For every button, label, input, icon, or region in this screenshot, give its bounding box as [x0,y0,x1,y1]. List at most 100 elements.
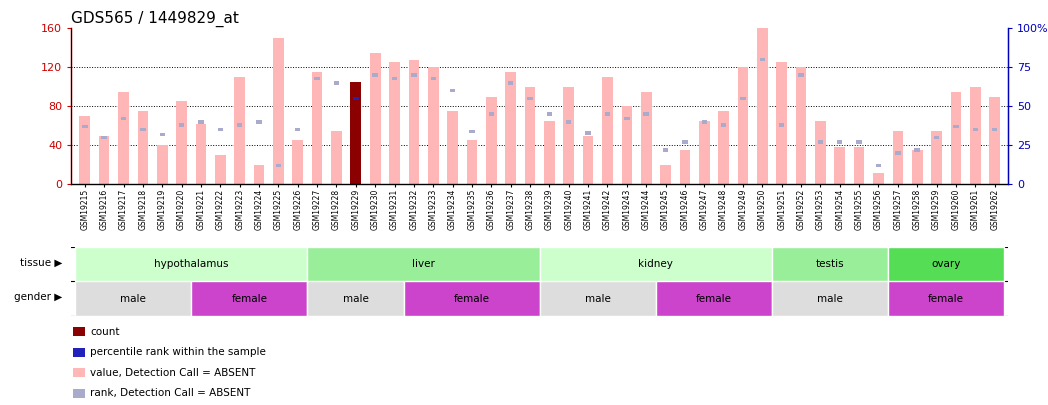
Text: male: male [121,294,146,304]
Bar [951,92,961,184]
Bar [254,165,264,184]
Bar [372,73,378,77]
Bar [486,96,497,184]
Text: count: count [90,327,119,337]
Text: hypothalamus: hypothalamus [154,259,228,269]
Bar [586,131,591,134]
Bar [353,97,358,100]
Bar [777,62,787,184]
Bar [912,150,922,184]
Text: testis: testis [815,259,845,269]
Bar [157,145,168,184]
Bar [276,164,281,167]
Bar [834,147,845,184]
Bar [198,120,203,124]
Bar [873,173,883,184]
Bar [540,247,772,281]
Text: gender ▶: gender ▶ [15,292,63,302]
Text: female: female [454,294,490,304]
Bar [215,155,225,184]
Bar [235,77,245,184]
Bar [772,247,888,281]
Bar [701,120,707,124]
Bar [970,87,981,184]
Bar [428,67,438,184]
Bar [888,281,1004,316]
Bar [527,97,532,100]
Bar [192,281,307,316]
Bar [307,247,540,281]
Bar [466,141,477,184]
Bar [772,281,888,316]
Bar [411,73,417,77]
Bar [73,389,85,398]
Bar [679,150,691,184]
Bar [564,87,574,184]
Bar [547,113,552,116]
Text: female: female [232,294,267,304]
Bar [799,73,804,77]
Bar [525,87,536,184]
Bar [643,113,649,116]
Bar [470,130,475,133]
Bar [605,113,610,116]
Bar [856,141,861,144]
Bar [740,97,746,100]
Bar [431,77,436,80]
Bar [738,67,748,184]
Bar [815,121,826,184]
Text: GDS565 / 1449829_at: GDS565 / 1449829_at [71,11,239,27]
Bar [405,281,540,316]
Bar [370,53,380,184]
Bar [307,281,405,316]
Text: liver: liver [412,259,435,269]
Bar [331,131,342,184]
Bar [196,124,206,184]
Bar [888,247,1004,281]
Bar [82,125,88,128]
Bar [292,141,303,184]
Bar [932,131,942,184]
Bar [312,72,323,184]
Bar [350,82,362,184]
Bar [621,107,632,184]
Bar [296,128,301,131]
Bar [837,141,843,144]
Bar [237,123,242,127]
Bar [274,38,284,184]
Bar [989,96,1000,184]
Bar [73,328,85,337]
Text: percentile rank within the sample: percentile rank within the sample [90,347,266,358]
Bar [779,123,784,127]
Bar [876,164,881,167]
Bar [682,141,687,144]
Bar [757,28,767,184]
Bar [583,136,593,184]
Text: female: female [929,294,964,304]
Bar [795,67,806,184]
Text: female: female [696,294,732,304]
Bar [80,116,90,184]
Text: male: male [585,294,611,304]
Bar [895,151,900,155]
Bar [508,81,514,85]
Bar [915,148,920,152]
Bar [660,165,671,184]
Bar [973,128,978,131]
Bar [699,121,709,184]
Bar [817,141,823,144]
Bar [75,281,192,316]
Bar [603,77,613,184]
Bar [75,247,307,281]
Bar [121,117,126,121]
Bar [934,136,939,139]
Bar [566,120,571,124]
Bar [73,348,85,357]
Bar [540,281,656,316]
Bar [73,369,85,377]
Bar [218,128,223,131]
Bar [333,81,340,85]
Text: male: male [343,294,369,304]
Bar [893,131,903,184]
Bar [662,148,669,152]
